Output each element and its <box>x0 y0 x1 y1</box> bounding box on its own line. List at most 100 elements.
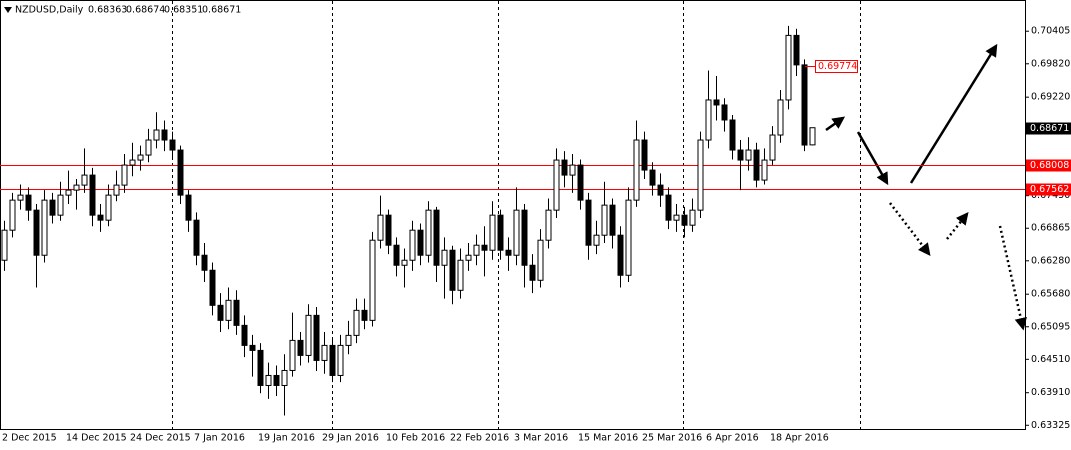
price-mark-box <box>815 60 858 73</box>
candle-body <box>321 344 328 361</box>
candle-body <box>681 214 688 226</box>
candle-body <box>297 339 304 356</box>
candle-body <box>649 169 656 186</box>
candle-body <box>121 164 128 186</box>
candle-body <box>161 129 168 141</box>
candle-body <box>57 194 64 216</box>
candle-body <box>441 249 448 266</box>
current-price-box <box>1026 122 1071 135</box>
candle-body <box>673 214 680 221</box>
candle-body <box>433 209 440 266</box>
candle-body <box>633 139 640 201</box>
header-close: 0.68671 <box>202 5 241 16</box>
candle-body <box>369 239 376 321</box>
candle-body <box>457 259 464 291</box>
candle-body <box>481 244 488 251</box>
candle-body <box>73 184 80 191</box>
candle-body <box>337 344 344 376</box>
candle-body <box>33 209 40 256</box>
x-tick-label: 19 Jan 2016 <box>258 433 315 444</box>
candle-body <box>89 174 96 216</box>
y-tick-label: 0.65680 <box>1031 289 1070 300</box>
candle-body <box>65 189 72 196</box>
plot-frame <box>0 0 1026 430</box>
candle-body <box>393 244 400 266</box>
candle-body <box>761 159 768 181</box>
candle-body <box>113 184 120 196</box>
x-tick-label: 3 Mar 2016 <box>514 433 568 444</box>
candle-body <box>609 204 616 236</box>
candle-body <box>129 159 136 166</box>
candle-body <box>377 214 384 241</box>
candle-body <box>801 64 808 146</box>
candle-body <box>561 159 568 176</box>
candle-body <box>217 304 224 321</box>
header-open: 0.68363 <box>88 5 127 16</box>
x-tick-label: 25 Mar 2016 <box>642 433 702 444</box>
x-tick-label: 2 Dec 2015 <box>2 433 57 444</box>
candle-body <box>473 244 480 256</box>
price-label-box <box>1026 159 1071 172</box>
header-low: 0.68351 <box>164 5 203 16</box>
forecast-arrows <box>825 43 1027 331</box>
candle-body <box>625 199 632 276</box>
x-tick-label: 6 Apr 2016 <box>706 433 759 444</box>
candle-body <box>721 104 728 121</box>
candle-body <box>97 214 104 221</box>
y-tick-label: 0.66865 <box>1031 223 1070 234</box>
candle-body <box>345 334 352 346</box>
x-tick-label: 29 Jan 2016 <box>322 433 379 444</box>
x-tick-label: 15 Mar 2016 <box>578 433 638 444</box>
candle-body <box>641 139 648 171</box>
candle-body <box>249 344 256 351</box>
candle-body <box>169 139 176 151</box>
candle-body <box>505 249 512 256</box>
candle-body <box>81 174 88 186</box>
candle-body <box>313 314 320 361</box>
candle-body <box>465 254 472 261</box>
candle-body <box>361 309 368 321</box>
candle-body <box>105 194 112 221</box>
candle-body <box>385 214 392 246</box>
y-tick-label: 0.69220 <box>1031 92 1070 103</box>
candle-body <box>497 214 504 251</box>
candle-body <box>793 34 800 66</box>
candle-body <box>233 299 240 326</box>
x-tick-label: 18 Apr 2016 <box>770 433 829 444</box>
candle-body <box>569 164 576 176</box>
candle-body <box>449 249 456 291</box>
y-tick-label: 0.63325 <box>1031 420 1070 431</box>
candle-body <box>401 259 408 266</box>
candle-body <box>745 149 752 161</box>
candle-body <box>281 369 288 386</box>
candle-body <box>553 159 560 211</box>
candle-body <box>545 209 552 241</box>
candle-body <box>1 229 8 261</box>
y-tick-label: 0.70405 <box>1031 26 1070 37</box>
candle-body <box>417 229 424 256</box>
candle-body <box>713 99 720 106</box>
candle-body <box>265 374 272 386</box>
candle-body <box>601 204 608 236</box>
candle-body <box>25 194 32 211</box>
candle-body <box>777 99 784 136</box>
price-label: 0.68008 <box>1030 160 1069 171</box>
x-tick-label: 10 Feb 2016 <box>386 433 445 444</box>
candle-body <box>657 184 664 196</box>
candle-body <box>809 127 816 146</box>
symbol-icon <box>4 7 12 13</box>
candle-body <box>329 344 336 376</box>
candle-body <box>585 199 592 246</box>
candle-body <box>145 139 152 156</box>
candle-body <box>513 209 520 256</box>
header-high: 0.68674 <box>126 5 165 16</box>
price-label-box <box>1026 183 1071 196</box>
y-tick-label: 0.63910 <box>1031 387 1070 398</box>
candle-body <box>729 119 736 151</box>
candle-body <box>49 199 56 216</box>
y-tick-label: 0.64510 <box>1031 354 1070 365</box>
y-tick-label: 0.66280 <box>1031 255 1070 266</box>
candle-body <box>289 339 296 371</box>
candle-body <box>185 194 192 221</box>
chart-title: NZDUSD,Daily <box>15 5 84 16</box>
